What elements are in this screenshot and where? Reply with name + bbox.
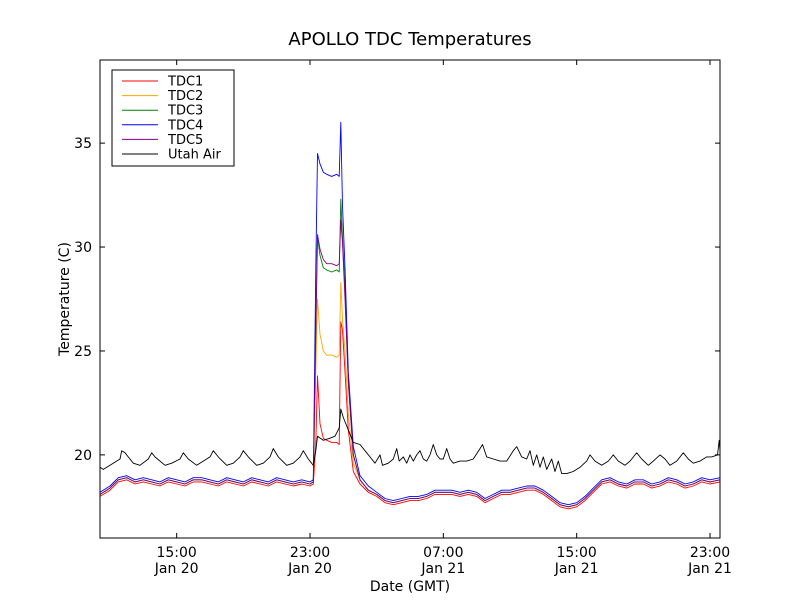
x-tick-label-time: 23:00 xyxy=(290,545,330,561)
x-tick-label-time: 15:00 xyxy=(556,545,596,561)
legend-box xyxy=(111,69,235,167)
x-tick-label-date: Jan 21 xyxy=(687,561,732,577)
plot-frame xyxy=(99,59,721,539)
series-line-tdc2 xyxy=(99,281,721,508)
y-tick-label: 30 xyxy=(74,240,92,256)
x-tick-label-date: Jan 21 xyxy=(554,561,599,577)
x-tick-label-time: 23:00 xyxy=(690,545,730,561)
x-tick-label-date: Jan 20 xyxy=(287,561,332,577)
y-tick-label: 20 xyxy=(74,448,92,464)
x-tick-label-date: Jan 20 xyxy=(154,561,199,577)
legend-label: TDC4 xyxy=(167,118,203,133)
legend-label: TDC3 xyxy=(167,104,203,119)
series-line-tdc5 xyxy=(99,219,721,508)
chart-title: APOLLO TDC Temperatures xyxy=(288,29,531,50)
series-layer xyxy=(99,121,721,510)
legend-label: Utah Air xyxy=(168,148,221,163)
legend-label: TDC2 xyxy=(167,89,203,104)
y-tick-label: 35 xyxy=(74,136,92,152)
series-line-tdc3 xyxy=(99,198,721,508)
legend-label: TDC5 xyxy=(167,133,203,148)
series-line-tdc1 xyxy=(99,321,721,510)
series-line-utah-air xyxy=(99,408,721,475)
x-tick-label-time: 07:00 xyxy=(423,545,463,561)
y-tick-label: 25 xyxy=(74,344,92,360)
x-axis-label: Date (GMT) xyxy=(370,579,450,595)
legend-label: TDC1 xyxy=(167,75,203,90)
x-tick-label-time: 15:00 xyxy=(156,545,196,561)
y-axis-label: Temperature (C) xyxy=(57,242,73,357)
series-line-tdc4 xyxy=(99,121,721,506)
x-tick-label-date: Jan 21 xyxy=(420,561,465,577)
